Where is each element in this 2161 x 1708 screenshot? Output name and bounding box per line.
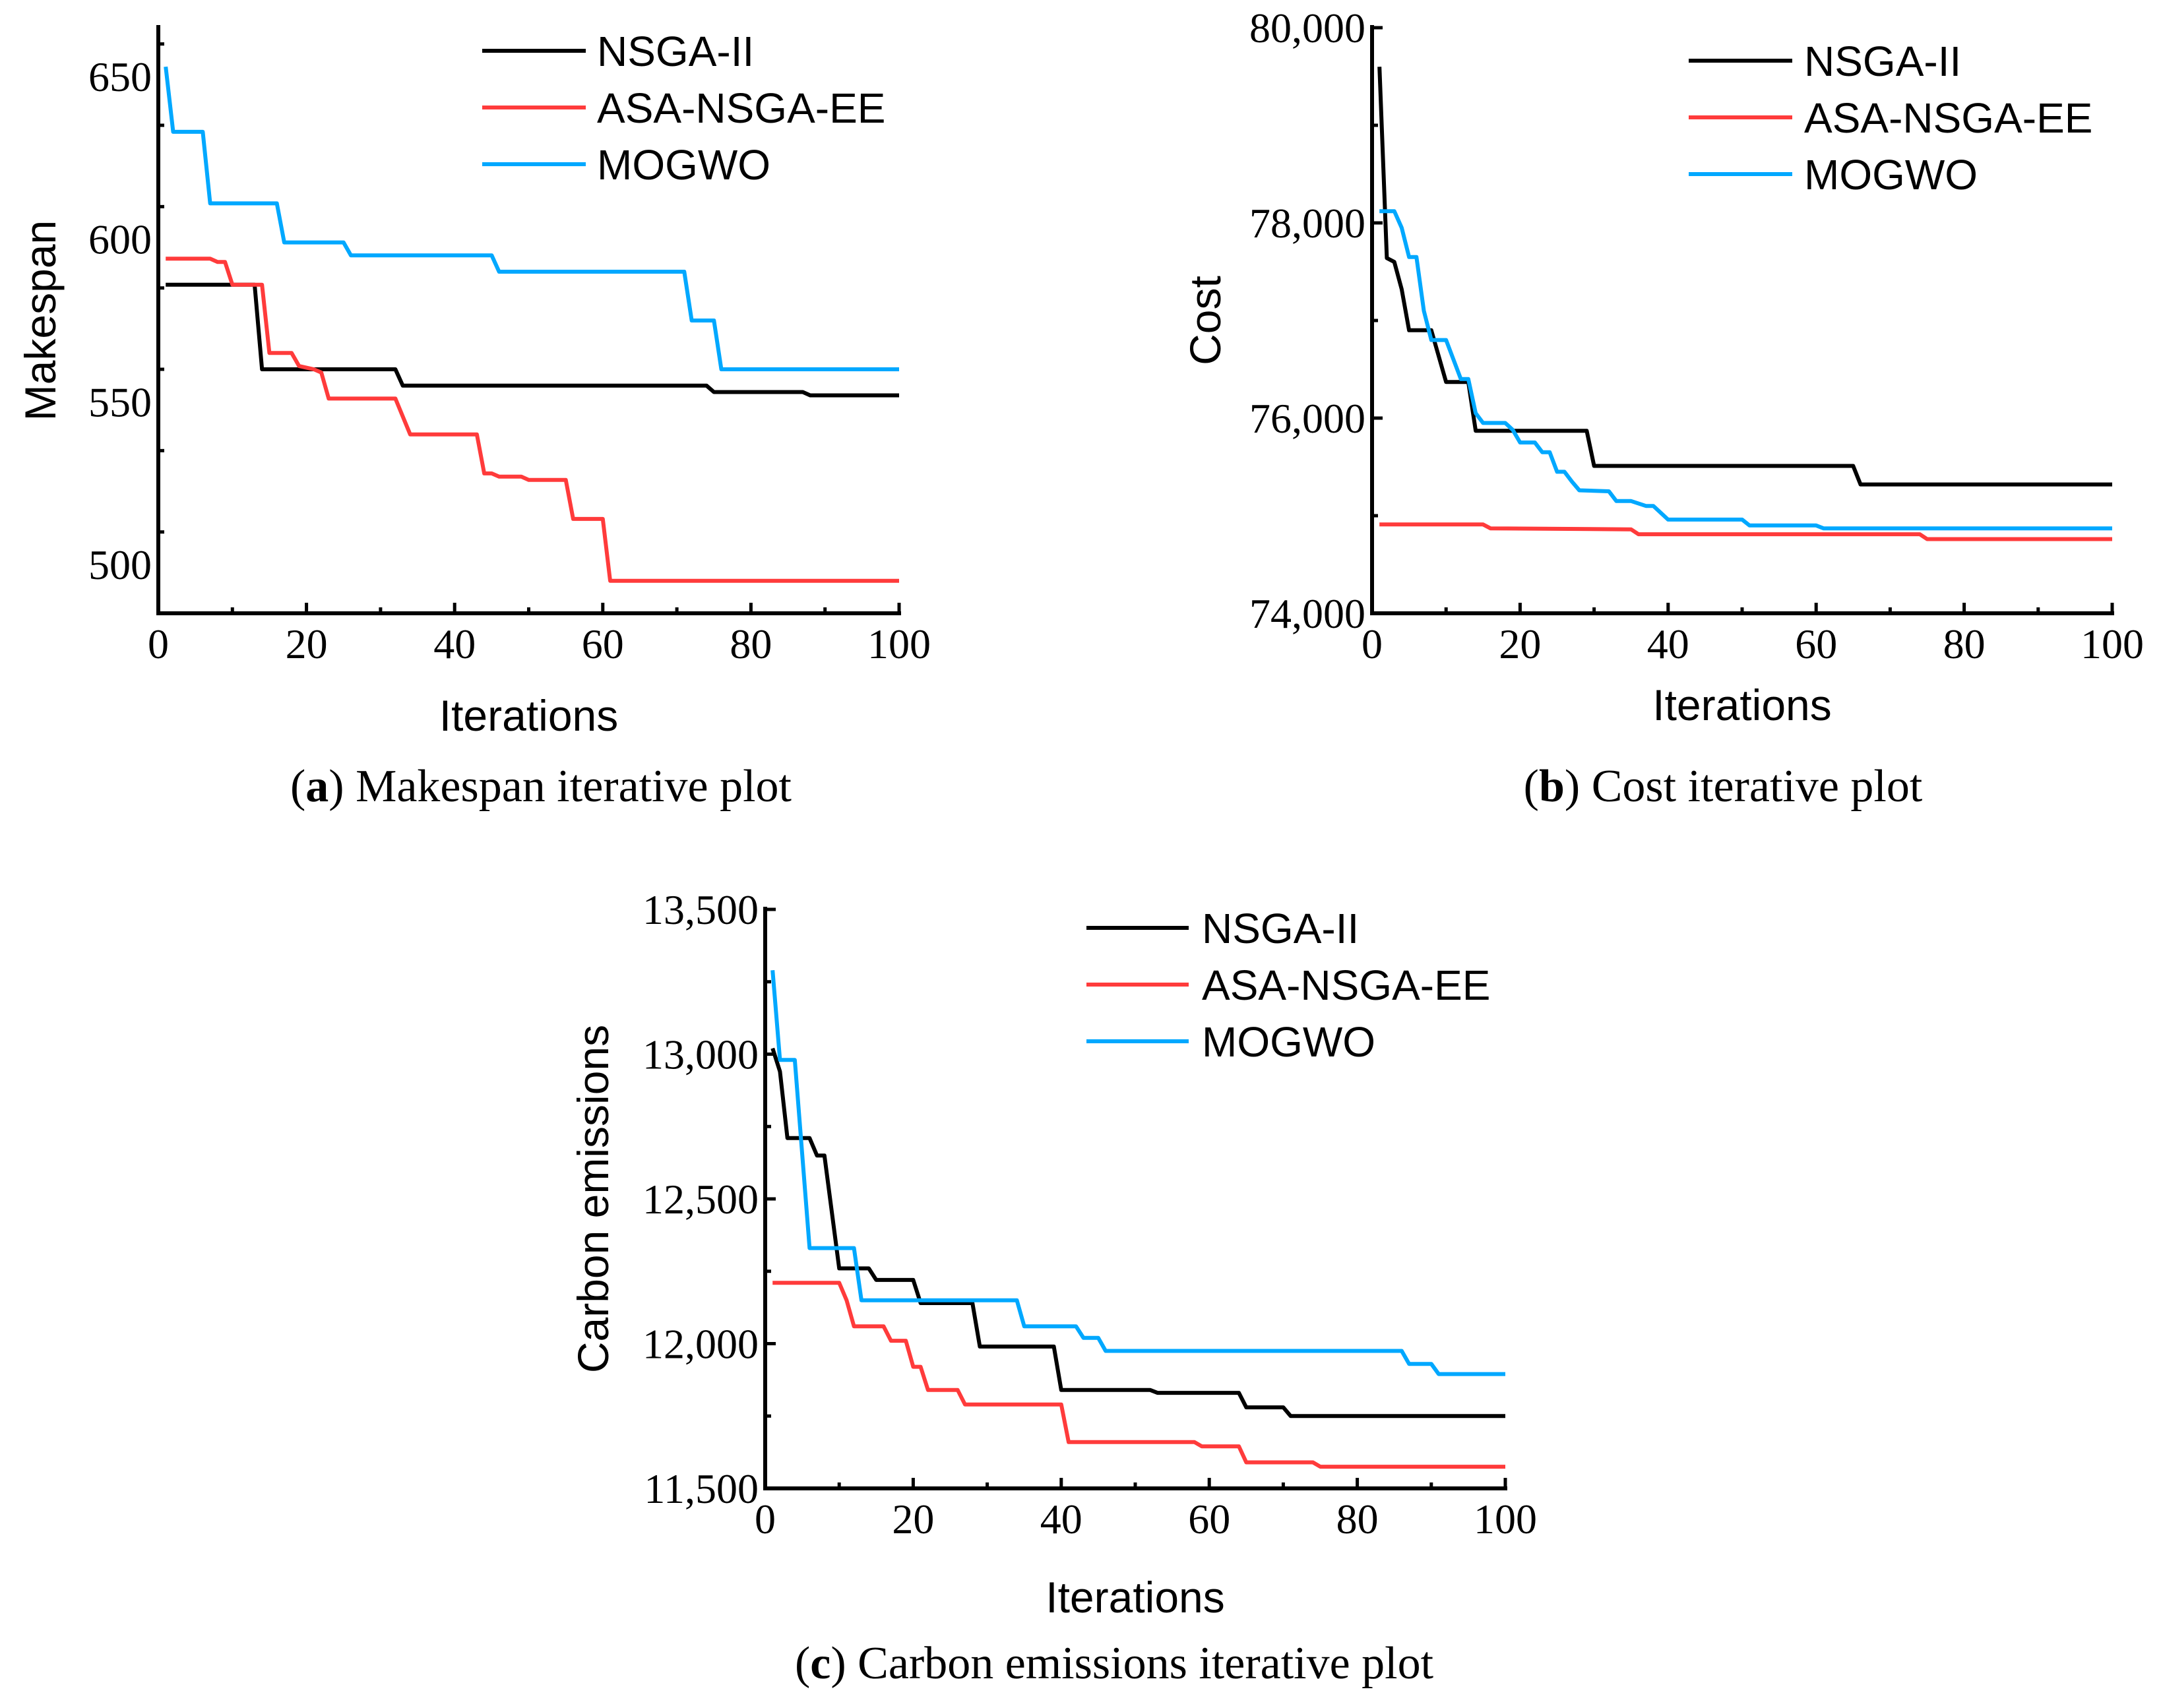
x-tick-label: 0: [1362, 621, 1383, 667]
x-axis-label: Iterations: [1046, 1573, 1224, 1622]
x-tick-label: 20: [1499, 621, 1541, 667]
chart-caption: (c) Carbon emissions iterative plot: [795, 1638, 1434, 1689]
x-tick-label: 40: [1647, 621, 1689, 667]
x-tick-label: 20: [286, 621, 328, 667]
x-tick-label: 40: [1040, 1496, 1082, 1542]
series-line-mogwo: [1379, 209, 2112, 531]
legend-label: NSGA-II: [1804, 38, 1961, 85]
series-line-asa-nsga-ee: [1379, 522, 2112, 541]
x-tick-label: 60: [1188, 1496, 1230, 1542]
legend-label: MOGWO: [1202, 1018, 1375, 1066]
y-tick-label: 650: [88, 53, 152, 100]
series-line-asa-nsga-ee: [166, 257, 899, 583]
series-line-mogwo: [770, 969, 1505, 1376]
x-tick-label: 80: [730, 621, 772, 667]
x-tick-label: 0: [755, 1496, 776, 1542]
chart-caption: (a) Makespan iterative plot: [290, 761, 792, 812]
chart-c: 0 20 40 60 80 100 11,500 12,000 12,500 13,000 13,5…: [569, 886, 1537, 1689]
y-tick-label: 76,000: [1249, 395, 1365, 442]
caption-label: b: [1539, 761, 1565, 812]
x-axis-label: Iterations: [1652, 681, 1831, 729]
y-tick-label: 12,000: [642, 1321, 759, 1368]
legend-label: ASA-NSGA-EE: [1202, 961, 1490, 1009]
x-axis-label: Iterations: [439, 691, 618, 740]
legend-label: MOGWO: [1804, 151, 1978, 198]
series-line-nsga-ii: [166, 282, 899, 398]
caption-label: a: [305, 761, 329, 812]
y-tick-label: 13,500: [642, 886, 759, 933]
y-axis-label: Carbon emissions: [569, 1025, 617, 1373]
legend-label: ASA-NSGA-EE: [1804, 94, 2092, 142]
y-tick-label: 80,000: [1249, 5, 1365, 51]
series-line-nsga-ii: [1377, 67, 2112, 487]
chart-a: 0 20 40 60 80 100 500 550 600 650 Iterations Makesp…: [16, 25, 931, 812]
x-tick-label: 40: [433, 621, 476, 667]
x-tick-label: 80: [1943, 621, 1986, 667]
chart-b: 0 20 40 60 80 100 74,000 76,000 78,000 80,000 Iter…: [1181, 5, 2144, 812]
y-tick-label: 12,500: [642, 1176, 759, 1223]
caption-text: Carbon emissions iterative plot: [858, 1638, 1433, 1689]
legend-label: MOGWO: [597, 141, 770, 189]
y-tick-label: 550: [88, 379, 152, 425]
caption-text: Cost iterative plot: [1592, 761, 1923, 812]
y-tick-label: 74,000: [1249, 590, 1365, 637]
x-tick-label: 0: [148, 621, 169, 667]
caption-paren: ): [830, 1638, 858, 1689]
caption-paren: ): [329, 761, 356, 812]
x-tick-label: 20: [892, 1496, 934, 1542]
caption-text: Makespan iterative plot: [356, 761, 792, 812]
x-tick-label: 100: [867, 621, 931, 667]
caption-paren: ): [1565, 761, 1592, 812]
y-tick-label: 600: [88, 216, 152, 263]
x-tick-label: 60: [582, 621, 624, 667]
caption-paren: (: [795, 1638, 810, 1689]
legend-label: ASA-NSGA-EE: [597, 84, 885, 132]
legend-label: NSGA-II: [597, 28, 754, 75]
legend-label: NSGA-II: [1202, 905, 1359, 952]
x-tick-label: 100: [1474, 1496, 1537, 1542]
y-tick-label: 13,000: [642, 1031, 759, 1078]
y-tick-label: 500: [88, 541, 152, 588]
series-line-nsga-ii: [770, 1047, 1505, 1418]
x-tick-label: 80: [1336, 1496, 1379, 1542]
series-line-mogwo: [164, 66, 899, 371]
caption-paren: (: [290, 761, 305, 812]
chart-caption: (b) Cost iterative plot: [1524, 761, 1923, 812]
y-tick-label: 78,000: [1249, 200, 1365, 247]
caption-paren: (: [1524, 761, 1539, 812]
series-line-asa-nsga-ee: [772, 1281, 1505, 1469]
caption-label: c: [810, 1638, 830, 1689]
y-axis-label: Cost: [1181, 276, 1230, 365]
x-tick-label: 60: [1795, 621, 1837, 667]
y-tick-label: 11,500: [644, 1465, 759, 1512]
x-tick-label: 100: [2081, 621, 2144, 667]
y-axis-label: Makespan: [16, 220, 65, 421]
